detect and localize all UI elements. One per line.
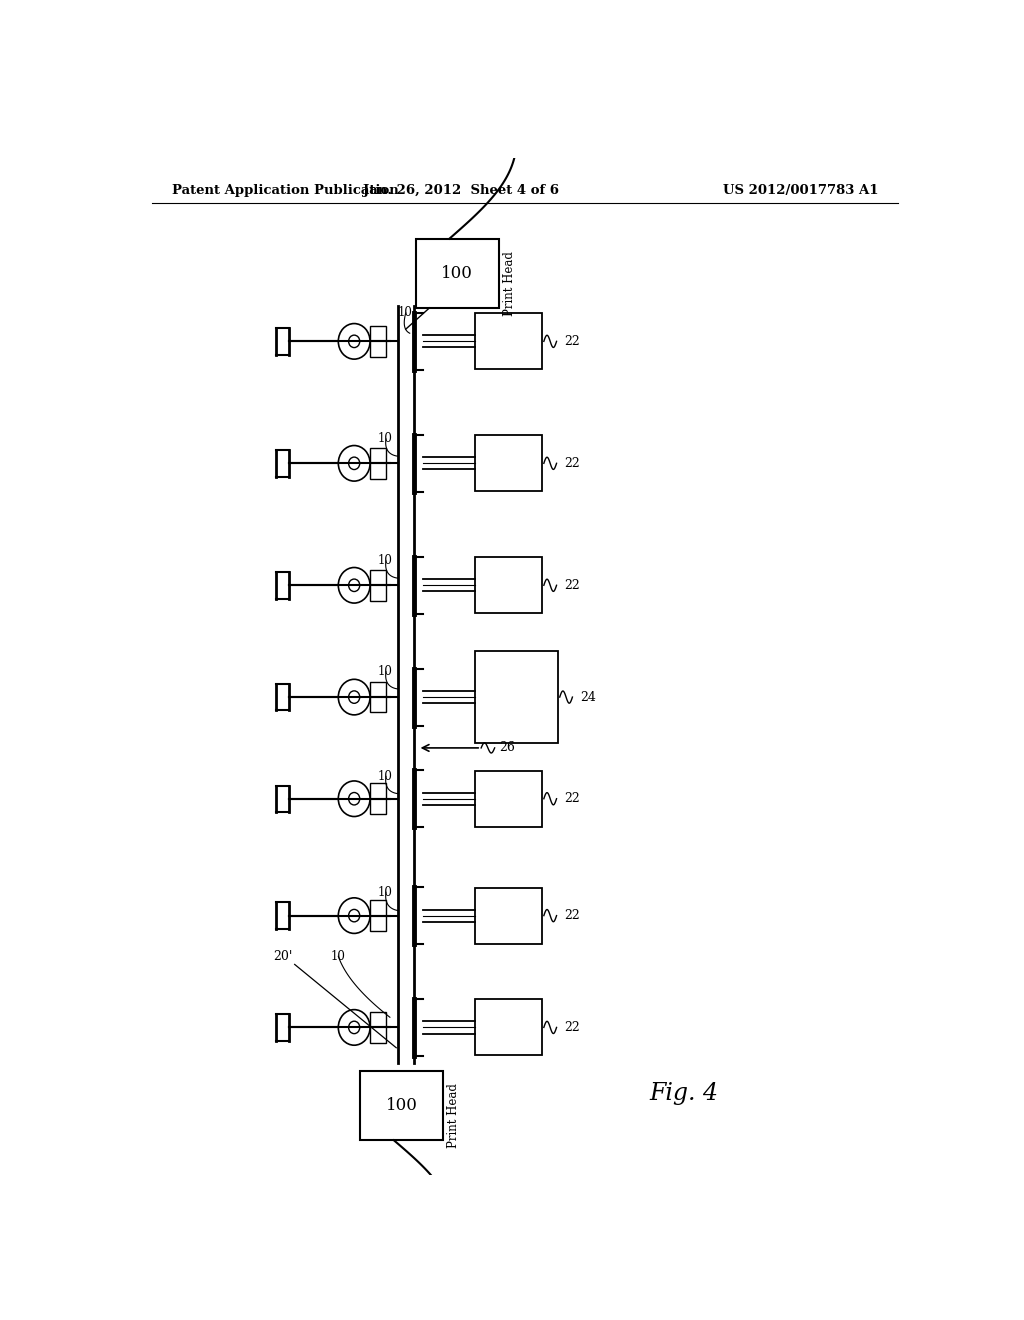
Text: 22: 22	[564, 909, 581, 923]
Bar	[475, 557, 543, 614]
Ellipse shape	[348, 690, 359, 704]
Ellipse shape	[338, 323, 370, 359]
Bar	[360, 1071, 443, 1140]
Text: 100: 100	[386, 1097, 418, 1114]
Ellipse shape	[338, 680, 370, 715]
Bar	[370, 900, 386, 931]
Text: 22: 22	[564, 335, 581, 348]
Bar	[475, 771, 543, 826]
Ellipse shape	[348, 792, 359, 805]
Bar	[370, 326, 386, 356]
Ellipse shape	[338, 898, 370, 933]
Bar	[475, 651, 558, 743]
Bar	[475, 436, 543, 491]
Bar	[475, 313, 543, 370]
Bar	[370, 447, 386, 479]
Ellipse shape	[348, 579, 359, 591]
Text: 10: 10	[378, 886, 393, 899]
Text: 22: 22	[564, 1020, 581, 1034]
Ellipse shape	[338, 781, 370, 817]
Ellipse shape	[348, 1022, 359, 1034]
Text: Patent Application Publication: Patent Application Publication	[172, 185, 398, 198]
Text: 10: 10	[331, 950, 345, 962]
Ellipse shape	[338, 1010, 370, 1045]
Text: Print Head: Print Head	[447, 1084, 461, 1148]
Text: 10: 10	[378, 665, 393, 678]
Text: 24: 24	[581, 690, 596, 704]
Text: 22: 22	[564, 457, 581, 470]
Text: Print Head: Print Head	[503, 251, 516, 315]
Text: 10: 10	[378, 770, 393, 783]
Text: 10: 10	[397, 306, 413, 319]
Text: Jan. 26, 2012  Sheet 4 of 6: Jan. 26, 2012 Sheet 4 of 6	[364, 185, 559, 198]
Ellipse shape	[338, 568, 370, 603]
Ellipse shape	[348, 457, 359, 470]
Text: 10: 10	[378, 433, 393, 445]
Bar	[370, 1012, 386, 1043]
Text: Fig. 4: Fig. 4	[649, 1082, 718, 1105]
Text: US 2012/0017783 A1: US 2012/0017783 A1	[723, 185, 879, 198]
Bar	[370, 570, 386, 601]
Text: 26: 26	[500, 742, 515, 755]
Bar	[416, 239, 499, 308]
Text: 22: 22	[564, 578, 581, 591]
Text: 10: 10	[378, 554, 393, 568]
Ellipse shape	[338, 446, 370, 480]
Ellipse shape	[348, 909, 359, 921]
Ellipse shape	[348, 335, 359, 347]
Bar	[370, 682, 386, 713]
Bar	[475, 887, 543, 944]
Text: 20': 20'	[273, 950, 293, 962]
Text: 22: 22	[564, 792, 581, 805]
Text: 100: 100	[441, 265, 473, 281]
Bar	[370, 784, 386, 814]
Bar	[475, 999, 543, 1056]
